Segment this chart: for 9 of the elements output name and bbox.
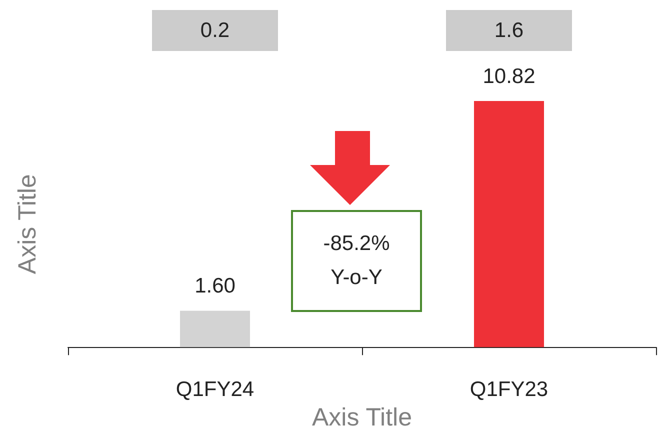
data-label: 1.60	[194, 274, 236, 298]
text: 1.6	[446, 10, 572, 51]
annotation: -85.2% Y-o-Y	[291, 210, 422, 312]
text: 0.2	[152, 10, 278, 51]
y-axis-title: Axis Title	[14, 174, 42, 274]
data-label: 10.82	[482, 65, 536, 88]
x-tick-label: Q1FY24	[176, 378, 254, 402]
x-axis-title: Axis Title	[312, 404, 412, 432]
x-tick-label: Q1FY23	[470, 378, 548, 402]
